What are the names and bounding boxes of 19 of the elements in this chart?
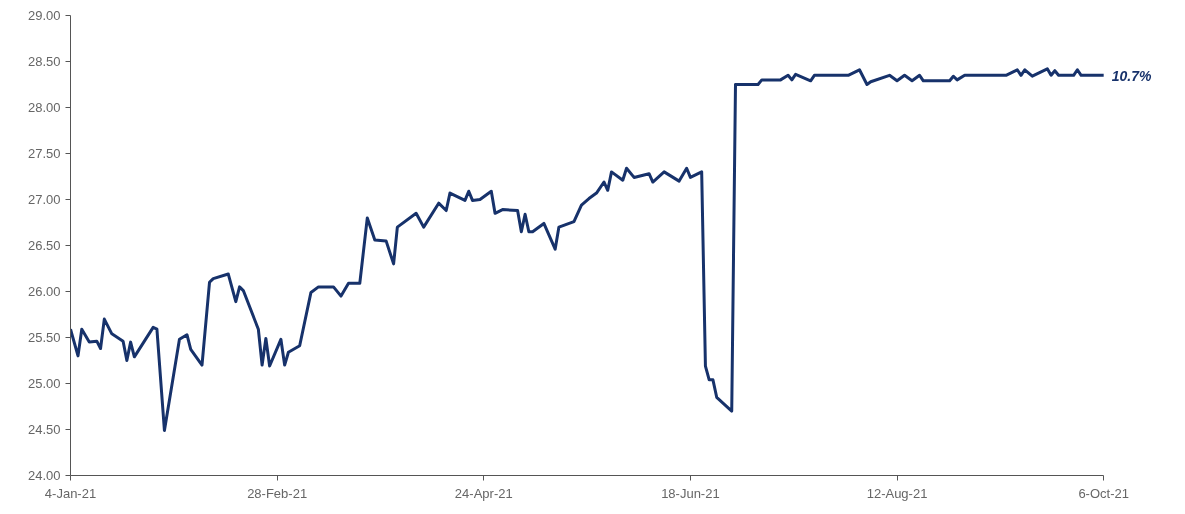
- y-tick-label: 24.50: [27, 422, 61, 437]
- y-tick-label: 26.50: [27, 238, 61, 253]
- x-tick-label: 28-Feb-21: [247, 485, 308, 501]
- y-tick-label: 25.00: [27, 376, 61, 391]
- y-tick-label: 28.00: [27, 100, 61, 115]
- x-tick-label: 6-Oct-21: [1078, 485, 1129, 501]
- y-tick-label: 29.00: [27, 8, 61, 23]
- x-tick-label: 24-Apr-21: [454, 485, 513, 501]
- y-tick-label: 25.50: [27, 330, 61, 345]
- y-tick-label: 24.00: [27, 468, 61, 483]
- y-tick-label: 27.00: [27, 192, 61, 207]
- line-series: [70, 67, 1106, 432]
- annotation: 10.7%: [1111, 68, 1152, 85]
- y-tick-label: 27.50: [27, 146, 61, 161]
- x-tick-label: 18-Jun-21: [661, 485, 720, 501]
- x-tick-label: 12-Aug-21: [866, 485, 928, 501]
- y-tick-label: 26.00: [27, 284, 61, 299]
- y-tick-label: 28.50: [27, 54, 61, 69]
- x-tick-label: 4-Jan-21: [44, 485, 97, 501]
